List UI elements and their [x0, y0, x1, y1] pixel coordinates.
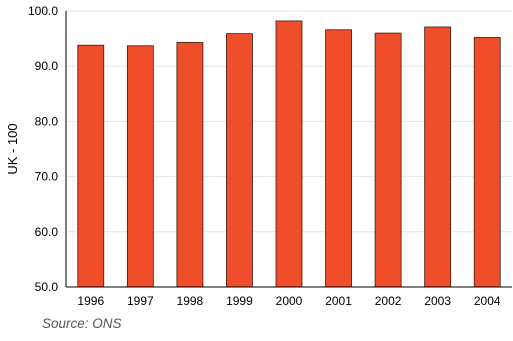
- bar-2004: [473, 37, 501, 288]
- x-tick-label: 1999: [226, 294, 253, 308]
- bar-1999: [226, 33, 253, 288]
- x-tick-label: 2000: [276, 294, 303, 308]
- y-tick-label: 100.0: [28, 4, 58, 18]
- y-axis-tick-labels: 50.0 60.0 70.0 80.0 90.0 100.0: [28, 4, 58, 294]
- bar-2003: [424, 26, 452, 288]
- y-tick-label: 50.0: [35, 280, 59, 294]
- x-tick-label: 2003: [424, 294, 451, 308]
- bar-1997: [126, 45, 154, 288]
- bar-2000: [275, 20, 303, 288]
- y-tick-label: 70.0: [35, 170, 59, 184]
- y-axis-title: UK - 100: [5, 123, 20, 174]
- y-tick-label: 60.0: [35, 225, 59, 239]
- x-tick-label: 1998: [177, 294, 204, 308]
- bar-2001: [325, 29, 352, 288]
- bar-2002: [374, 32, 402, 288]
- y-tick-label: 90.0: [35, 59, 59, 73]
- bar-1998: [176, 42, 204, 288]
- x-tick-label: 2004: [474, 294, 501, 308]
- x-tick-label: 2002: [375, 294, 402, 308]
- bar-1996: [77, 44, 105, 288]
- x-tick-label: 1997: [127, 294, 154, 308]
- y-tick-label: 80.0: [35, 114, 59, 128]
- x-axis-tick-labels: 1996 1997 1998 1999 2000 2001 2002 2003 2004: [77, 294, 500, 308]
- bars: [77, 20, 501, 288]
- x-tick-label: 2001: [325, 294, 352, 308]
- source-note: Source: ONS: [42, 316, 122, 331]
- x-tick-label: 1996: [77, 294, 104, 308]
